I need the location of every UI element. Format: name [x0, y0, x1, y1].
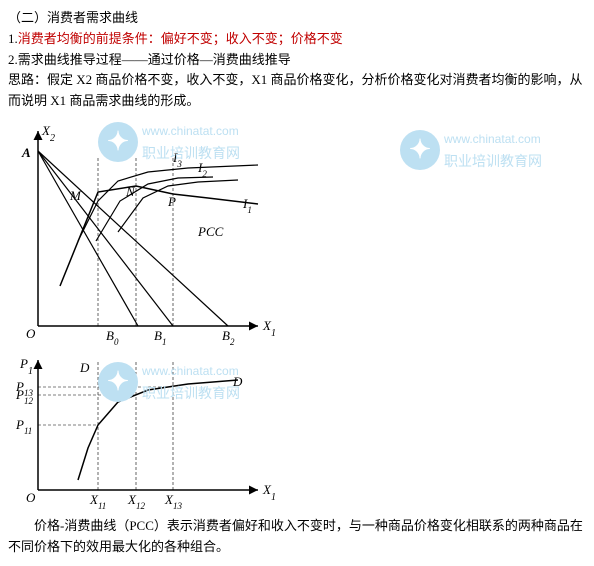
watermark-3: ✦ www.chinatat.com 职业培训教育网 [400, 130, 570, 172]
svg-text:I1: I1 [242, 196, 252, 215]
svg-text:X1: X1 [262, 482, 276, 503]
watermark-url: www.chinatat.com [142, 122, 239, 141]
svg-text:B0: B0 [106, 328, 119, 346]
watermark-1: ✦ www.chinatat.com 职业培训教育网 [98, 122, 268, 164]
watermark-url: www.chinatat.com [142, 362, 239, 381]
svg-text:M: M [69, 188, 82, 203]
svg-text:PCC: PCC [197, 224, 224, 239]
line2: 2.需求曲线推导过程——通过价格—消费曲线推导 [8, 50, 586, 71]
svg-text:X1: X1 [262, 318, 276, 339]
svg-text:P11: P11 [15, 417, 32, 436]
line1-num: 1. [8, 31, 18, 46]
svg-text:X12: X12 [127, 492, 145, 510]
svg-text:X11: X11 [89, 492, 106, 510]
watermark-icon: ✦ [98, 362, 138, 402]
line3: 思路：假定 X2 商品价格不变，收入不变，X1 商品价格变化，分析价格变化对消费… [8, 70, 586, 112]
svg-text:O: O [26, 326, 36, 341]
svg-text:P1: P1 [19, 356, 33, 377]
footer-text: 价格-消费曲线（PCC）表示消费者偏好和收入不变时，与一种商品价格变化相联系的两… [8, 516, 586, 558]
svg-text:D: D [79, 360, 90, 375]
heading: （二）消费者需求曲线 [8, 8, 586, 29]
watermark-icon: ✦ [400, 130, 440, 170]
watermark-cn: 职业培训教育网 [444, 150, 542, 172]
line1: 1.消费者均衡的前提条件：偏好不变；收入不变；价格不变 [8, 29, 586, 50]
watermark-icon: ✦ [98, 122, 138, 162]
svg-text:N: N [125, 184, 136, 199]
diagram-container: ✦ www.chinatat.com 职业培训教育网 ✦ www.chinata… [8, 116, 288, 516]
svg-text:O: O [26, 490, 36, 505]
line1-red: 消费者均衡的前提条件：偏好不变；收入不变；价格不变 [18, 31, 343, 46]
svg-text:P: P [167, 194, 176, 209]
svg-text:B2: B2 [222, 328, 235, 346]
svg-text:X2: X2 [41, 123, 55, 144]
svg-text:A: A [21, 145, 31, 160]
watermark-cn: 职业培训教育网 [142, 142, 240, 164]
svg-text:B1: B1 [154, 328, 166, 346]
watermark-cn: 职业培训教育网 [142, 382, 240, 404]
svg-text:X13: X13 [164, 492, 182, 510]
watermark-2: ✦ www.chinatat.com 职业培训教育网 [98, 362, 268, 404]
watermark-url: www.chinatat.com [444, 130, 541, 149]
